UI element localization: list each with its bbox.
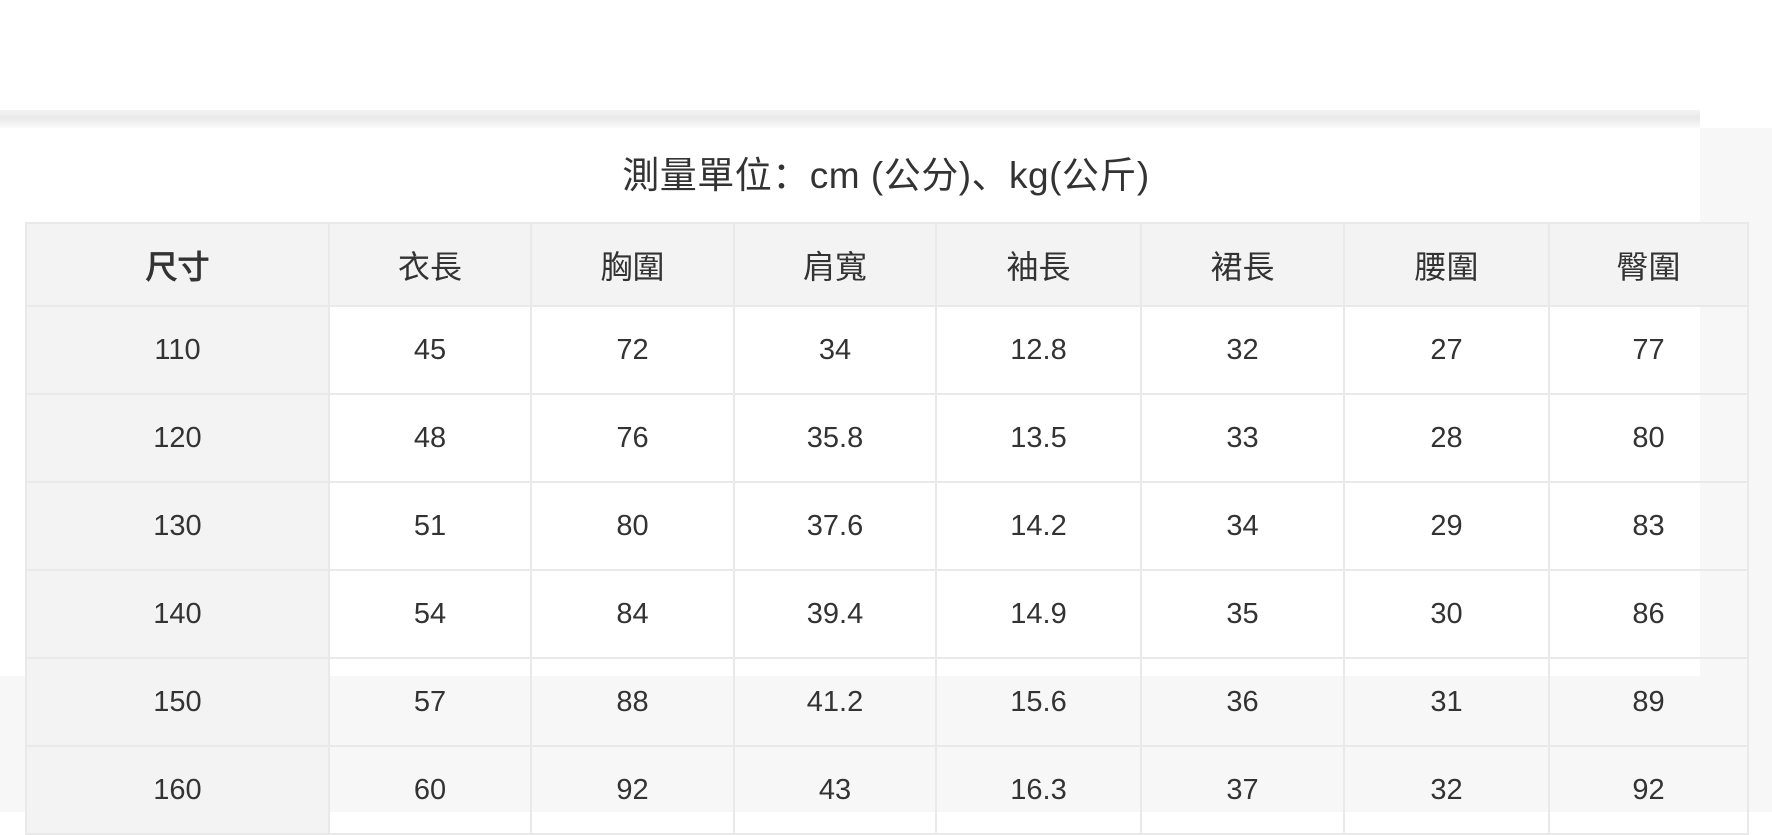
size-value-cell: 39.4 [733,569,937,659]
size-value-cell: 45 [328,305,532,395]
size-value-cell: 76 [530,393,735,483]
size-value-cell: 35.8 [733,393,937,483]
measurement-unit-note: 測量單位：cm (公分)、kg(公斤) [622,154,1150,196]
size-value-cell: 54 [328,569,532,659]
size-value-cell: 88 [530,657,735,747]
size-value-cell: 29 [1343,481,1550,571]
table-row: 110 45 72 34 12.8 32 27 77 [25,305,1749,395]
row-header-size: 140 [25,569,330,659]
row-header-size: 160 [25,745,330,835]
table-row: 150 57 88 41.2 15.6 36 31 89 [25,657,1749,747]
size-value-cell: 35 [1140,569,1345,659]
column-header-size: 尺寸 [25,222,330,307]
table-row: 130 51 80 37.6 14.2 34 29 83 [25,481,1749,571]
column-header-skirt-length: 裙長 [1140,222,1345,307]
size-value-cell: 16.3 [935,745,1142,835]
size-value-cell: 48 [328,393,532,483]
size-value-cell: 28 [1343,393,1550,483]
size-value-cell: 89 [1548,657,1749,747]
header-row: 尺寸 衣長 胸圍 肩寬 袖長 裙長 腰圍 臀圍 [25,222,1749,307]
size-value-cell: 41.2 [733,657,937,747]
row-header-size: 150 [25,657,330,747]
column-header-garment-length: 衣長 [328,222,532,307]
size-value-cell: 60 [328,745,532,835]
size-value-cell: 77 [1548,305,1749,395]
size-value-cell: 30 [1343,569,1550,659]
size-value-cell: 80 [1548,393,1749,483]
row-header-size: 120 [25,393,330,483]
column-header-sleeve: 袖長 [935,222,1142,307]
size-value-cell: 27 [1343,305,1550,395]
row-header-size: 130 [25,481,330,571]
size-value-cell: 37 [1140,745,1345,835]
size-value-cell: 13.5 [935,393,1142,483]
size-value-cell: 14.9 [935,569,1142,659]
table-row: 160 60 92 43 16.3 37 32 92 [25,745,1749,835]
size-value-cell: 33 [1140,393,1345,483]
size-value-cell: 57 [328,657,532,747]
size-chart-table: 尺寸 衣長 胸圍 肩寬 袖長 裙長 腰圍 臀圍 110 45 72 34 12.… [25,222,1749,835]
column-header-shoulder: 肩寬 [733,222,937,307]
column-header-chest: 胸圍 [530,222,735,307]
size-value-cell: 80 [530,481,735,571]
row-header-size: 110 [25,305,330,395]
size-value-cell: 14.2 [935,481,1142,571]
size-value-cell: 83 [1548,481,1749,571]
size-value-cell: 37.6 [733,481,937,571]
size-value-cell: 34 [1140,481,1345,571]
size-value-cell: 86 [1548,569,1749,659]
size-value-cell: 12.8 [935,305,1142,395]
size-value-cell: 92 [530,745,735,835]
page: 測量單位：cm (公分)、kg(公斤) 尺寸 衣長 胸圍 肩寬 袖長 裙長 腰圍… [0,110,1749,835]
size-value-cell: 34 [733,305,937,395]
size-value-cell: 31 [1343,657,1550,747]
column-header-waist: 腰圍 [1343,222,1550,307]
size-value-cell: 32 [1140,305,1345,395]
size-value-cell: 15.6 [935,657,1142,747]
size-value-cell: 72 [530,305,735,395]
table-row: 140 54 84 39.4 14.9 35 30 86 [25,569,1749,659]
section-divider-shadow [0,110,1700,128]
size-value-cell: 32 [1343,745,1550,835]
size-value-cell: 51 [328,481,532,571]
size-value-cell: 43 [733,745,937,835]
size-value-cell: 36 [1140,657,1345,747]
column-header-hip: 臀圍 [1548,222,1749,307]
table-row: 120 48 76 35.8 13.5 33 28 80 [25,393,1749,483]
size-value-cell: 92 [1548,745,1749,835]
size-value-cell: 84 [530,569,735,659]
